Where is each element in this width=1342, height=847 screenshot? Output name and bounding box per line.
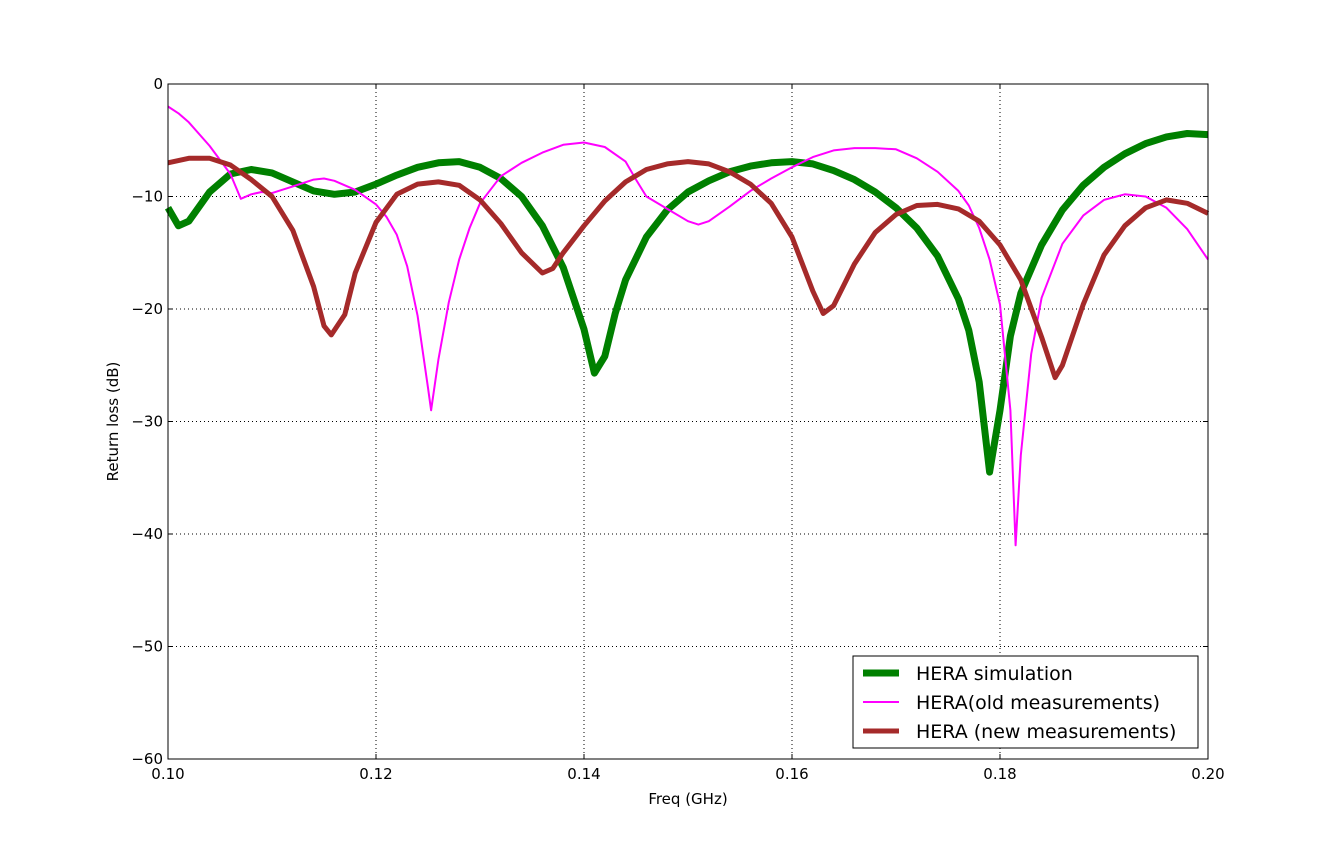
y-tick-label: −60 [131, 750, 163, 768]
y-tick-label: −50 [131, 638, 163, 656]
x-tick-label: 0.20 [1191, 765, 1224, 783]
y-tick-label: −20 [131, 300, 163, 318]
y-axis-label: Return loss (dB) [104, 362, 122, 482]
y-tick-label: −30 [131, 413, 163, 431]
legend-label: HERA (new measurements) [916, 721, 1176, 743]
x-tick-label: 0.14 [567, 765, 600, 783]
y-tick-label: 0 [153, 75, 163, 93]
x-tick-label: 0.12 [359, 765, 392, 783]
y-tick-label: −10 [131, 188, 163, 206]
x-tick-label: 0.16 [775, 765, 808, 783]
legend-label: HERA(old measurements) [916, 692, 1160, 714]
x-tick-label: 0.18 [983, 765, 1016, 783]
legend-label: HERA simulation [916, 663, 1073, 685]
x-axis-label: Freq (GHz) [648, 790, 727, 808]
series-layer [168, 107, 1208, 546]
legend: HERA simulation HERA(old measurements) HER… [853, 656, 1198, 748]
y-tick-label: −40 [131, 525, 163, 543]
